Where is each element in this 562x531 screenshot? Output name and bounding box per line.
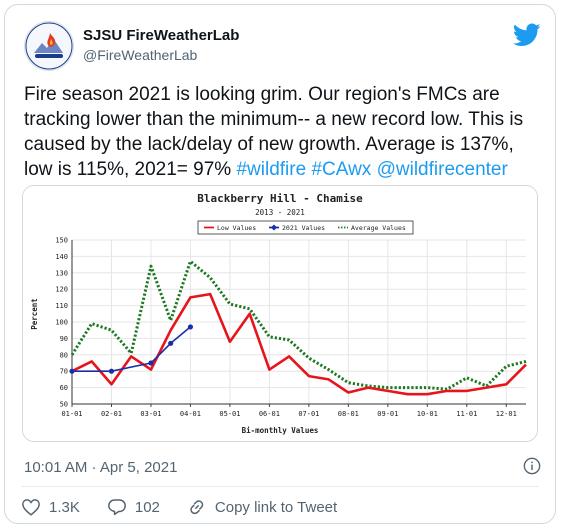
tweet-actions: 1.3K 102 Copy link to Tweet [21,495,364,519]
x-tick-label: 01-01 [61,410,82,418]
link-icon [190,500,204,515]
y-tick-label: 140 [55,253,68,261]
reply-count: 102 [134,498,160,516]
x-tick-label: 02-01 [101,410,122,418]
tweet-timestamp[interactable]: 10:01 AM · Apr 5, 2021 [24,459,178,476]
chart-legend: Low Values 2021 Values Average Values [197,220,414,235]
mention-wildfirecenter[interactable]: @wildfirecenter [376,159,508,180]
x-tick-label: 07-01 [298,410,319,418]
x-tick-label: 12-01 [496,410,517,418]
chart-subtitle: 2013 - 2021 [255,208,305,217]
author-handle[interactable]: @FireWeatherLab [83,47,198,63]
y-tick-label: 80 [60,351,68,359]
x-tick-label: 08-01 [338,410,359,418]
author-name[interactable]: SJSU FireWeatherLab [83,27,240,44]
chart-title: Blackberry Hill - Chamise [197,192,363,205]
info-icon[interactable] [523,457,541,475]
tweet-card[interactable]: SJSU FireWeatherLab @FireWeatherLab Fire… [4,4,556,524]
chart-xlabel: Bi-monthly Values [242,426,319,435]
like-count: 1.3K [49,498,80,516]
y-tick-label: 150 [55,237,68,245]
copy-link-label: Copy link to Tweet [214,498,338,516]
copy-link-button[interactable]: Copy link to Tweet [187,498,337,516]
y-tick-label: 70 [60,368,68,376]
speech-bubble-icon [107,499,126,516]
tweet-body: Fire season 2021 is looking grim. Our re… [24,84,524,180]
series-line-average-values [70,259,527,391]
x-tick-label: 06-01 [259,410,280,418]
y-tick-label: 50 [60,401,68,409]
twitter-bird-icon[interactable] [513,23,541,47]
x-tick-label: 11-01 [456,410,477,418]
y-tick-label: 130 [55,269,68,277]
chart-axes: 50 60 70 80 90 100 110 120 130 140 150 01-01 02-01 03… [55,237,526,418]
y-tick-label: 90 [60,335,68,343]
legend-box [197,220,414,235]
reply-button[interactable]: 102 [107,498,160,516]
fire-weather-lab-logo [25,22,73,70]
x-tick-label: 05-01 [219,410,240,418]
series-line-low-values [71,292,527,396]
fmc-chart: Blackberry Hill - Chamise 2013 - 2021 Lo… [23,186,537,441]
chart-series [69,259,527,396]
data-point-2021 [69,368,75,374]
hashtag-wildfire[interactable]: #wildfire [236,159,307,180]
data-point-2021 [168,340,174,346]
chart-ylabel: Percent [30,298,39,330]
like-button[interactable]: 1.3K [21,498,80,516]
x-tick-label: 09-01 [377,410,398,418]
legend-label: 2021 Values [282,224,325,232]
avatar[interactable] [24,21,74,71]
legend-marker [271,224,277,231]
data-point-2021 [187,324,194,330]
tweet-text: Fire season 2021 is looking grim. Our re… [24,82,544,182]
chart-image[interactable]: Blackberry Hill - Chamise 2013 - 2021 Lo… [22,185,538,442]
legend-label: Low Values [217,224,256,232]
legend-label: Average Values [351,224,406,232]
y-tick-label: 60 [60,384,68,392]
hashtag-cawx[interactable]: #CAwx [311,159,372,180]
y-tick-label: 100 [55,319,68,327]
data-point-2021 [108,368,115,374]
y-tick-label: 110 [55,302,68,310]
heart-icon [22,499,40,516]
y-tick-label: 120 [55,286,68,294]
x-tick-label: 04-01 [180,410,201,418]
data-point-2021 [148,360,154,366]
x-tick-label: 03-01 [140,410,161,418]
divider [21,486,539,487]
x-tick-label: 10-01 [417,410,438,418]
